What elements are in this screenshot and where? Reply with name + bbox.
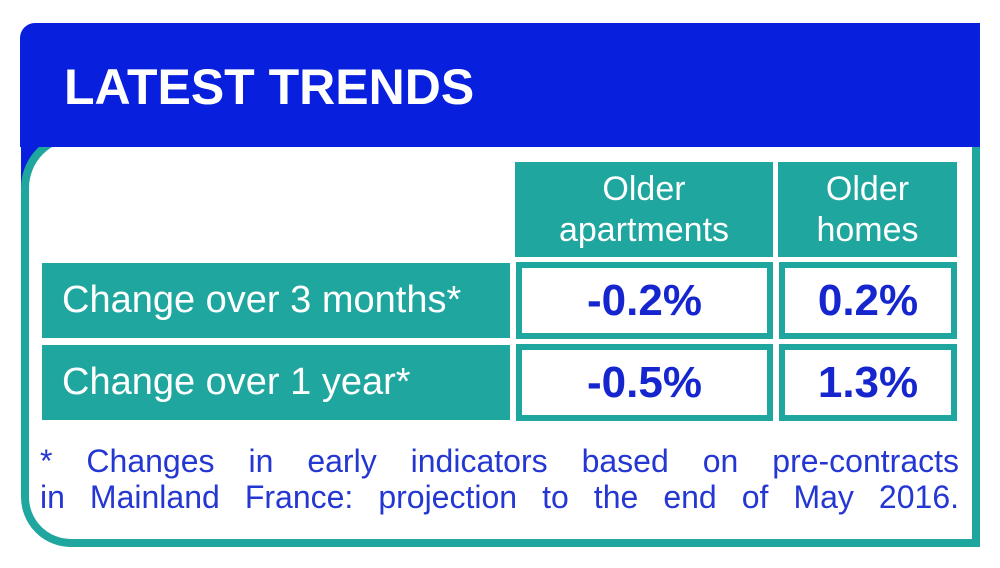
footnote: * Changes in early indicators based on p… [40, 443, 959, 515]
column-header-older-homes: Older homes [778, 162, 957, 257]
footnote-line-1: * Changes in early indicators based on p… [40, 443, 959, 479]
value-cell-1-year-apartments: -0.5% [516, 344, 773, 421]
column-header-older-apartments: Older apartments [515, 162, 773, 257]
value-cell-1-year-homes: 1.3% [779, 344, 957, 421]
row-label-change-1-year: Change over 1 year* [42, 345, 510, 420]
value-cell-3-months-homes: 0.2% [779, 262, 957, 339]
header-banner: LATEST TRENDS [20, 23, 980, 147]
footnote-line-2: in Mainland France: projection to the en… [40, 479, 959, 515]
row-label-change-3-months: Change over 3 months* [42, 263, 510, 338]
page-title: LATEST TRENDS [64, 59, 475, 115]
trends-card: Older apartments Older homes Change over… [21, 132, 980, 547]
value-cell-3-months-apartments: -0.2% [516, 262, 773, 339]
